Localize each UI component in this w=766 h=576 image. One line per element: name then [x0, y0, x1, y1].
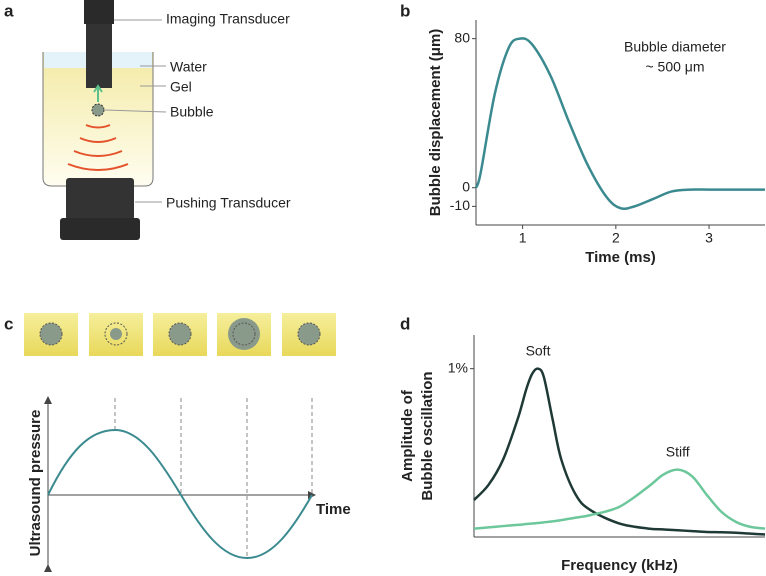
y-tick-label: -10 [450, 197, 470, 213]
x-axis-label: Frequency (kHz) [561, 557, 678, 574]
annotation: Bubble diameter [624, 39, 726, 55]
y-tick-label: 1% [448, 359, 468, 375]
diagram-label: Bubble [170, 104, 214, 120]
diagram-label: Gel [170, 79, 192, 95]
data-line [473, 367, 766, 536]
series-label: Stiff [666, 443, 690, 459]
diagram-label: Pushing Transducer [166, 195, 291, 211]
diagram-label: Water [170, 59, 207, 75]
y-axis-label: Bubble oscillation [419, 371, 436, 500]
x-tick-label: 1 [519, 230, 527, 246]
diagram-label: Imaging Transducer [166, 11, 290, 27]
y-tick-label: 0 [462, 178, 470, 194]
bubble-sequence [24, 313, 336, 356]
x-tick-label: 3 [705, 230, 713, 246]
panel-label: d [400, 314, 410, 333]
data-line [474, 37, 765, 211]
axis-label: Time [316, 501, 351, 518]
x-tick-label: 2 [612, 230, 620, 246]
panel-label: c [4, 314, 13, 333]
y-axis-label: Bubble displacement (μm) [427, 29, 444, 217]
x-axis-label: Time (ms) [585, 249, 656, 266]
pressure-wave [44, 396, 316, 572]
panel-label: a [4, 1, 14, 20]
tank-diagram [42, 0, 167, 240]
y-tick-label: 80 [454, 29, 470, 45]
data-line [473, 468, 766, 530]
y-axis-label: Amplitude of [399, 389, 416, 482]
annotation: ~ 500 μm [645, 59, 704, 75]
panel-label: b [400, 1, 410, 20]
series-label: Soft [526, 342, 551, 358]
axis-label: Ultrasound pressure [27, 410, 44, 557]
